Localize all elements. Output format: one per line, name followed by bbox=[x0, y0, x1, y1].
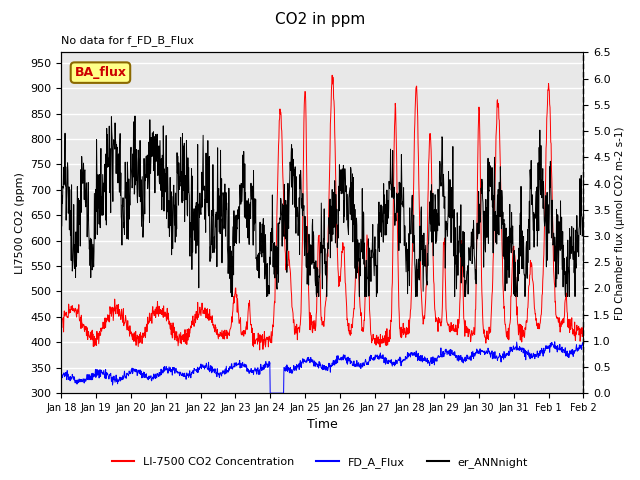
X-axis label: Time: Time bbox=[307, 419, 338, 432]
Text: CO2 in ppm: CO2 in ppm bbox=[275, 12, 365, 27]
Text: No data for f_FD_B_Flux: No data for f_FD_B_Flux bbox=[61, 35, 195, 46]
Legend: LI-7500 CO2 Concentration, FD_A_Flux, er_ANNnight: LI-7500 CO2 Concentration, FD_A_Flux, er… bbox=[108, 452, 532, 472]
Text: BA_flux: BA_flux bbox=[74, 66, 127, 79]
Y-axis label: FD Chamber flux (μmol CO2 m-2 s-1): FD Chamber flux (μmol CO2 m-2 s-1) bbox=[615, 126, 625, 320]
Y-axis label: LI7500 CO2 (ppm): LI7500 CO2 (ppm) bbox=[15, 172, 25, 274]
